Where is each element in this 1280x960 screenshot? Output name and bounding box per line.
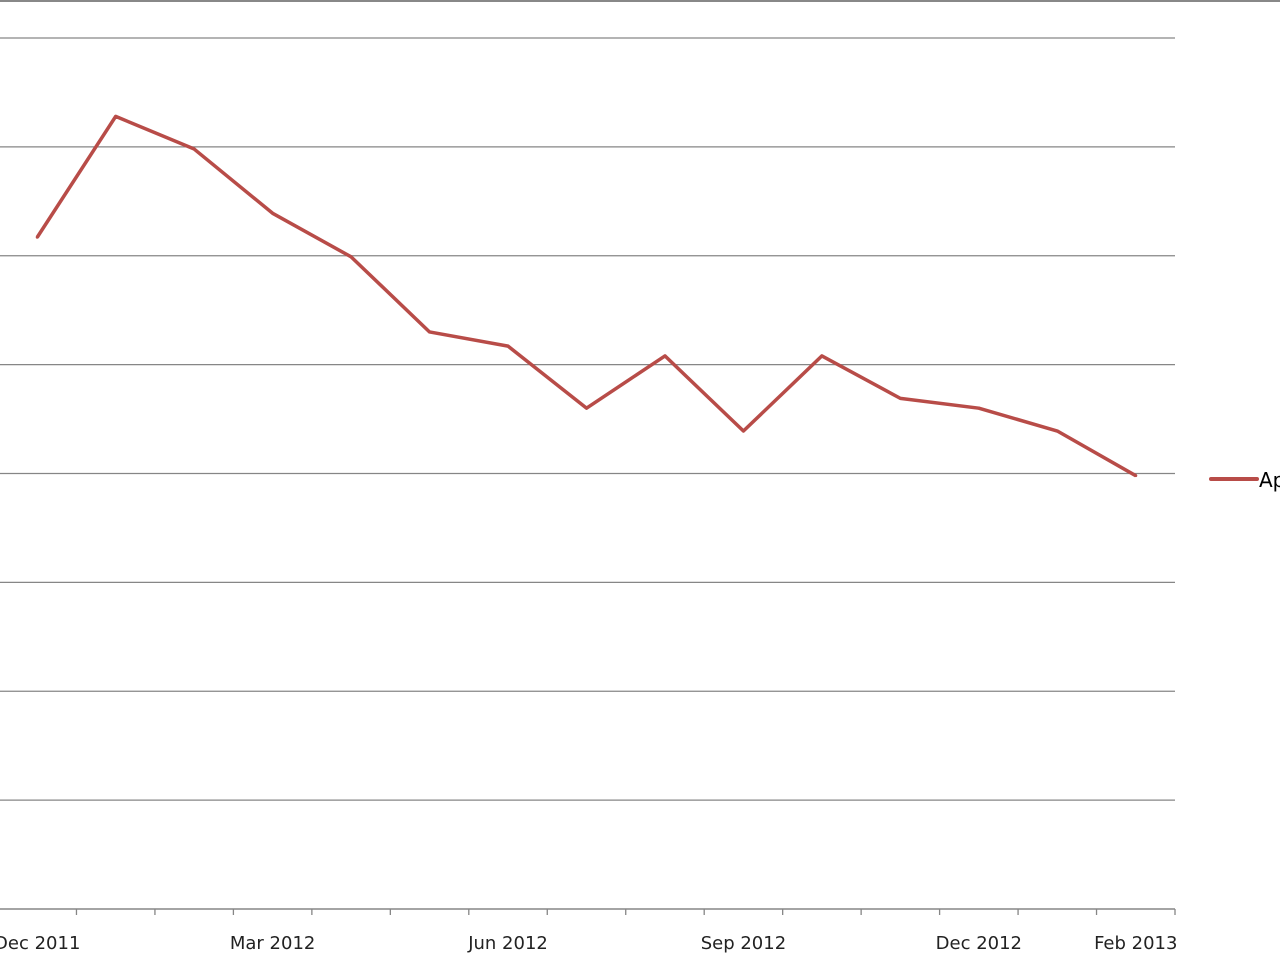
x-tick-label: Dec 2011 xyxy=(0,933,80,954)
legend-label: Ap xyxy=(1259,468,1280,492)
data-point xyxy=(1134,474,1138,478)
data-point xyxy=(192,147,196,151)
data-point xyxy=(898,396,902,400)
data-point xyxy=(114,114,118,118)
data-point xyxy=(428,330,432,334)
x-tick-label: Mar 2012 xyxy=(230,933,316,954)
gridlines xyxy=(0,37,1175,801)
data-point xyxy=(1055,429,1059,433)
x-axis: Dec 2011 Mar 2012 Jun 2012 Sep 2012 Dec 2012… xyxy=(0,908,1177,954)
data-point xyxy=(585,406,588,410)
series-group xyxy=(35,114,1138,478)
data-point xyxy=(506,344,510,348)
data-point xyxy=(663,354,667,358)
data-point xyxy=(271,211,275,215)
legend: Ap xyxy=(1209,468,1280,492)
data-point xyxy=(820,354,824,358)
data-point xyxy=(349,255,353,259)
x-tick-label: Dec 2012 xyxy=(936,933,1022,954)
x-tick-label: Jun 2012 xyxy=(467,933,548,954)
x-tick-label: Sep 2012 xyxy=(701,933,786,954)
data-point xyxy=(741,429,745,433)
data-point xyxy=(35,235,39,239)
x-tick-label: Feb 2013 xyxy=(1094,933,1177,954)
series-line xyxy=(35,114,1137,478)
data-point xyxy=(977,406,981,410)
